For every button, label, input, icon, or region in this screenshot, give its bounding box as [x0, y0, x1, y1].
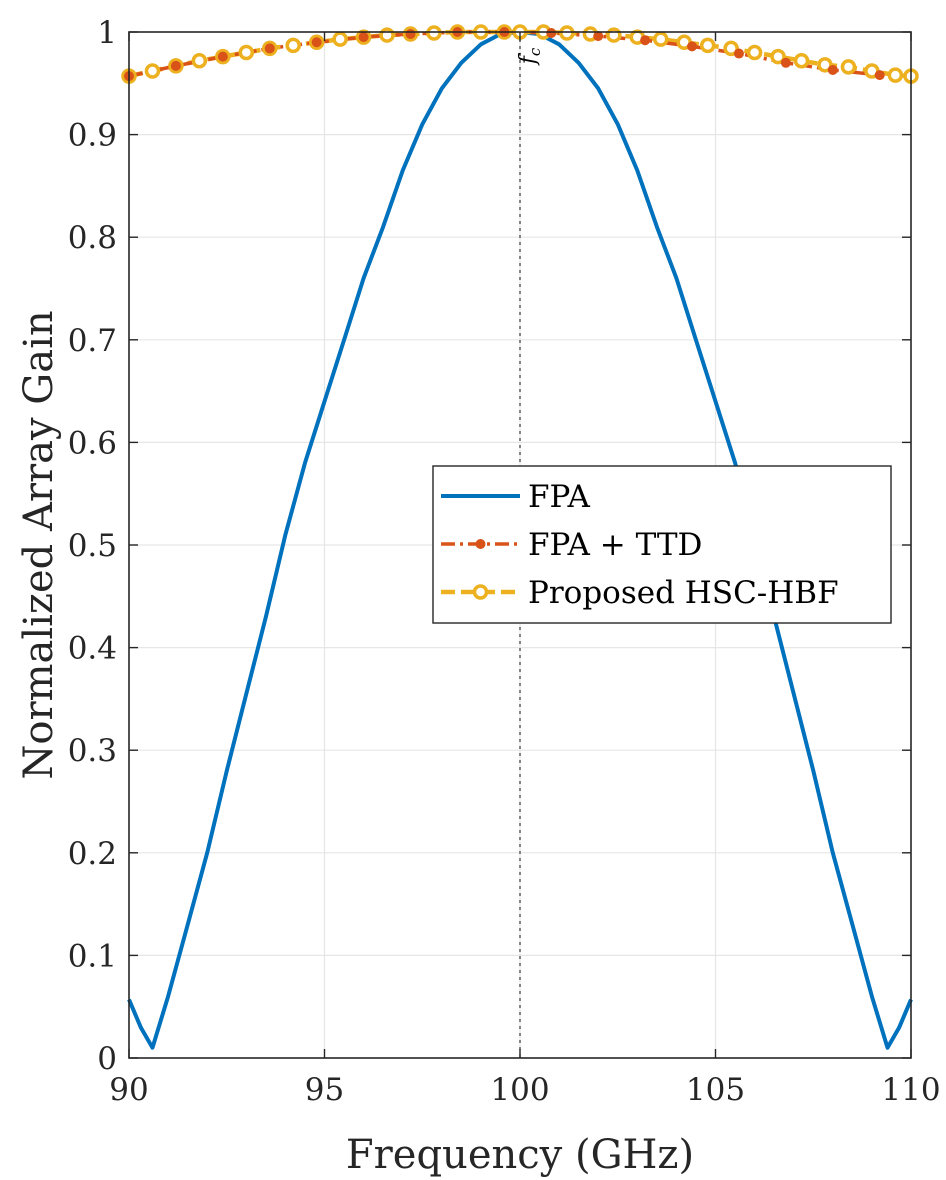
- x-tick-label: 110: [881, 1072, 940, 1108]
- point-hsc-hbf: [653, 31, 669, 47]
- point-hsc-hbf: [840, 59, 857, 75]
- point-hsc-hbf: [606, 27, 622, 43]
- point-hsc-hbf: [817, 57, 833, 73]
- point-fpa-ttd: [170, 60, 181, 71]
- point-hsc-hbf: [285, 37, 301, 54]
- legend-label: FPA: [528, 479, 591, 515]
- y-tick-label: 0.4: [68, 631, 117, 667]
- y-tick-label: 0.3: [68, 733, 117, 769]
- y-tick-label: 1: [97, 15, 117, 51]
- point-fpa-ttd: [827, 64, 838, 75]
- point-fpa-ttd: [311, 37, 322, 48]
- legend-marker-hsc-hbf: [472, 584, 489, 600]
- y-tick-label: 0.8: [68, 220, 117, 256]
- y-tick-label: 0.2: [68, 836, 117, 872]
- point-fpa-ttd: [217, 51, 228, 62]
- ticks: [128, 31, 912, 1059]
- y-tick-label: 0.7: [68, 323, 117, 359]
- x-tick-label: 95: [305, 1072, 344, 1108]
- legend-box: [432, 465, 892, 624]
- point-fpa-ttd: [733, 48, 744, 59]
- point-hsc-hbf: [332, 31, 348, 47]
- y-tick-label: 0.1: [68, 938, 117, 974]
- point-fpa-ttd: [780, 57, 791, 68]
- x-tick-label: 105: [686, 1072, 745, 1108]
- x-tick-label: 90: [109, 1072, 148, 1108]
- y-tick-label: 0.6: [68, 425, 117, 461]
- point-hsc-hbf: [426, 25, 442, 41]
- point-fpa-ttd: [546, 28, 557, 39]
- y-tick-label: 0.5: [68, 528, 117, 564]
- point-fpa-ttd: [593, 31, 604, 42]
- legend: FPA FPA + TTD Proposed HSC-HBF: [432, 465, 892, 624]
- point-fpa-ttd: [264, 43, 275, 54]
- point-hsc-hbf: [379, 27, 395, 43]
- point-fpa-ttd: [358, 32, 369, 43]
- annotation-subscript: c: [526, 47, 544, 56]
- y-tick-label: 0.9: [68, 118, 117, 154]
- point-hsc-hbf: [559, 25, 575, 41]
- point-fpa-ttd: [640, 35, 651, 46]
- point-hsc-hbf: [191, 52, 208, 69]
- legend-label: FPA + TTD: [528, 527, 702, 563]
- x-tick-label: 100: [490, 1072, 549, 1108]
- point-fpa-ttd: [405, 29, 416, 40]
- point-hsc-hbf: [144, 63, 161, 79]
- point-hsc-hbf: [770, 48, 786, 65]
- point-fpa-ttd: [687, 41, 698, 52]
- point-hsc-hbf: [699, 37, 716, 54]
- point-hsc-hbf: [238, 44, 255, 61]
- point-fpa-ttd: [874, 70, 885, 81]
- legend-label: Proposed HSC-HBF: [528, 575, 839, 611]
- point-hsc-hbf: [746, 44, 763, 61]
- y-tick-label: 0: [97, 1041, 117, 1077]
- point-hsc-hbf: [793, 52, 810, 69]
- point-hsc-hbf: [723, 40, 739, 57]
- x-axis-label: Frequency (GHz): [346, 1132, 694, 1178]
- point-hsc-hbf: [887, 67, 904, 83]
- tick-labels: 90 95 100 105 110 0 0.1 0.2 0.3 0.4 0.5 0.6 0.7 0.8 0.…: [68, 15, 941, 1108]
- y-axis-label: Normalized Array Gain: [16, 310, 62, 779]
- legend-marker-fpa-ttd: [475, 539, 486, 549]
